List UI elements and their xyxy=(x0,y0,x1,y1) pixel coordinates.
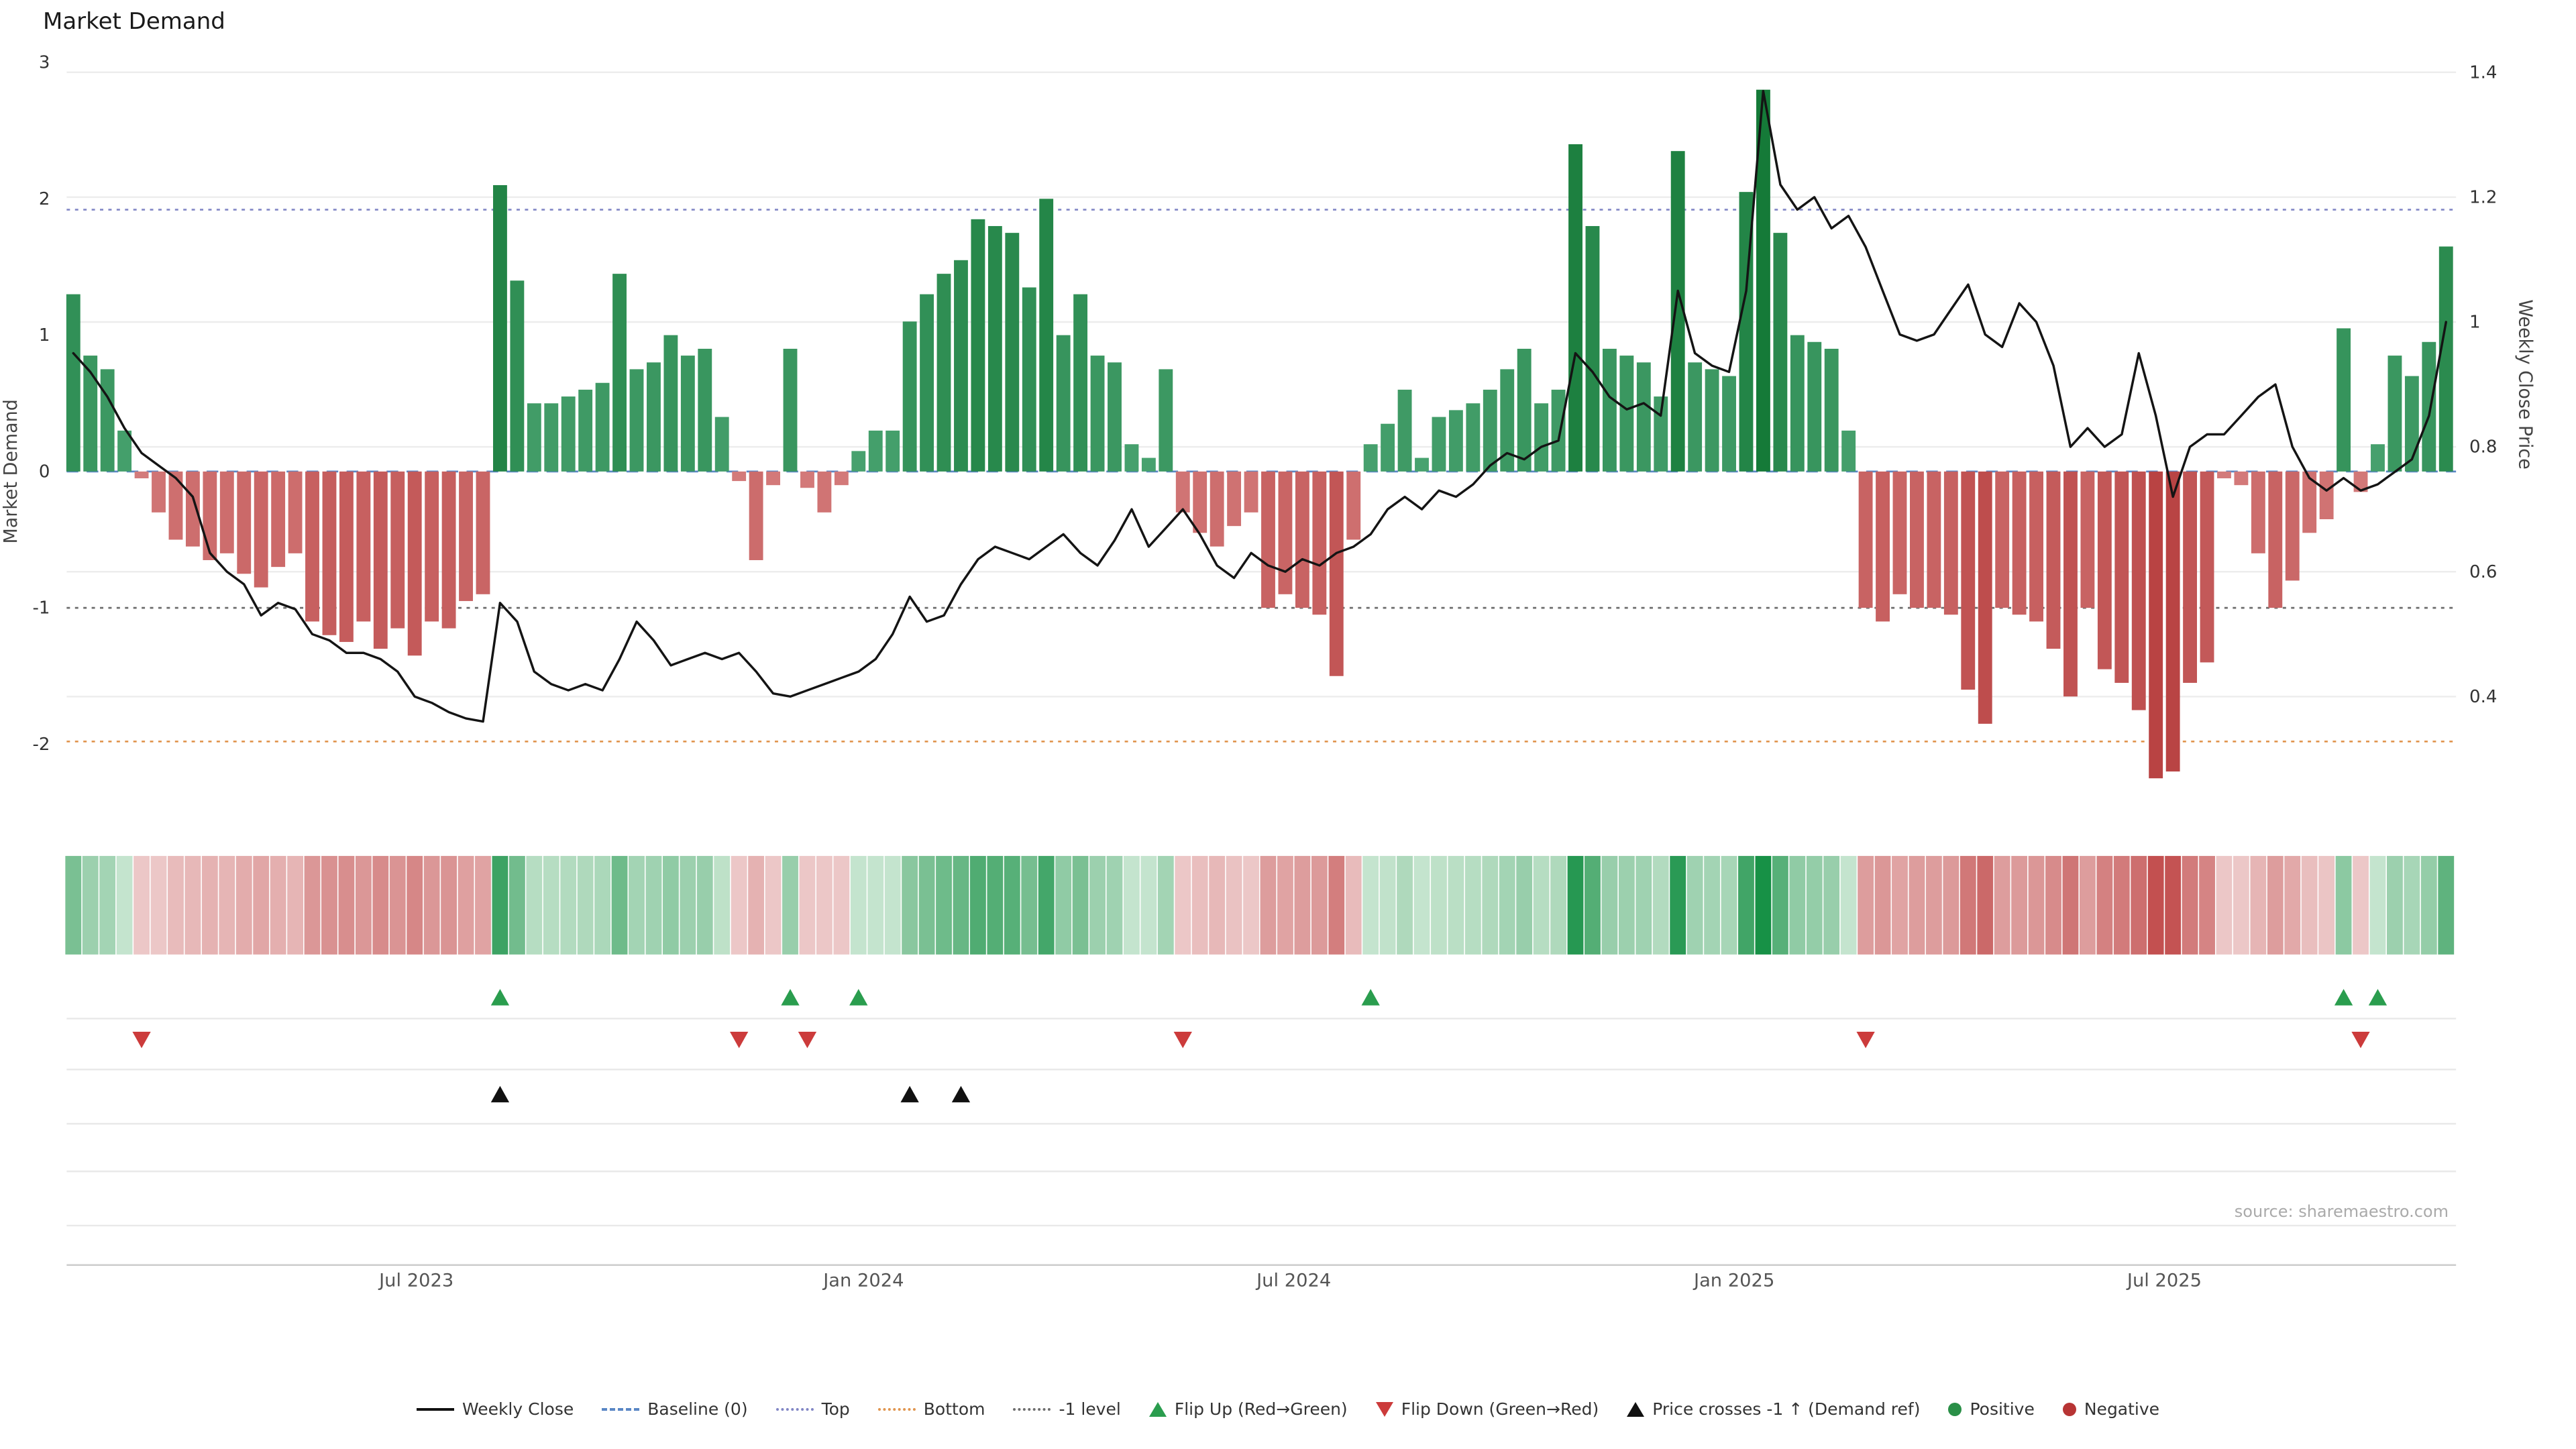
legend-item: -1 level xyxy=(1013,1399,1121,1419)
right-axis-tick: 1 xyxy=(2469,313,2481,333)
legend-swatch-dot-icon xyxy=(1948,1402,1962,1416)
legend-swatch-dotted-icon xyxy=(877,1407,916,1411)
legend-label: Positive xyxy=(1970,1399,2035,1419)
legend-label: Bottom xyxy=(923,1399,985,1419)
legend-item: Positive xyxy=(1948,1399,2035,1419)
demand-bars xyxy=(66,89,2453,779)
legend-swatch-triangle-down-icon xyxy=(1375,1401,1393,1417)
left-axis-tick: -2 xyxy=(33,735,50,755)
right-axis-tick: 1.4 xyxy=(2469,62,2497,83)
legend-item: Weekly Close xyxy=(416,1399,574,1419)
flip-up-markers xyxy=(490,989,2387,1006)
left-axis-tick: -1 xyxy=(33,598,50,619)
legend-label: Top xyxy=(821,1399,850,1419)
legend-swatch-dotted-icon xyxy=(1013,1407,1051,1411)
legend-swatch-triangle-up-icon xyxy=(1148,1401,1167,1417)
x-axis-tick: Jul 2023 xyxy=(378,1271,453,1291)
left-axis-tick: 2 xyxy=(39,189,50,209)
legend-swatch-dot-icon xyxy=(2062,1402,2076,1416)
legend-label: Baseline (0) xyxy=(647,1399,748,1419)
chart-legend: Weekly Close Baseline (0) Top Bottom -1 leve… xyxy=(0,1399,2576,1419)
legend-label: Negative xyxy=(2084,1399,2160,1419)
legend-swatch-triangle-up-icon xyxy=(1627,1401,1645,1417)
legend-label: Flip Up (Red→Green) xyxy=(1174,1399,1348,1419)
legend-label: Price crosses -1 ↑ (Demand ref) xyxy=(1652,1399,1921,1419)
right-axis: 1.4 1.2 1 0.8 0.6 0.4 Weekly Close Price xyxy=(2469,62,2536,706)
legend-item: Flip Down (Green→Red) xyxy=(1375,1399,1599,1419)
weekly-close-line xyxy=(72,89,2447,723)
marker-row-lines xyxy=(66,1018,2457,1266)
legend-item: Negative xyxy=(2062,1399,2160,1419)
heatmap-strip xyxy=(65,855,2455,955)
right-axis-tick: 0.8 xyxy=(2469,437,2497,458)
x-axis-tick: Jan 2024 xyxy=(822,1271,904,1291)
left-axis-tick: 0 xyxy=(39,462,50,482)
legend-swatch-dashed-icon xyxy=(602,1407,640,1411)
legend-label: Flip Down (Green→Red) xyxy=(1401,1399,1599,1419)
legend-item: Top xyxy=(775,1399,850,1419)
source-attribution: source: sharemaestro.com xyxy=(2234,1202,2449,1221)
legend-swatch-line-icon xyxy=(416,1407,454,1411)
right-axis-tick: 0.6 xyxy=(2469,562,2497,582)
right-axis-tick: 1.2 xyxy=(2469,188,2497,208)
legend-item: Bottom xyxy=(877,1399,985,1419)
legend-label: -1 level xyxy=(1059,1399,1121,1419)
chart-title: Market Demand xyxy=(43,8,225,35)
price-cross-markers xyxy=(490,1085,971,1103)
x-axis-tick: Jan 2025 xyxy=(1693,1271,1774,1291)
legend-swatch-dotted-icon xyxy=(775,1407,814,1411)
legend-item: Flip Up (Red→Green) xyxy=(1148,1399,1348,1419)
left-axis-tick: 1 xyxy=(39,325,50,345)
left-axis-label: Market Demand xyxy=(1,399,21,543)
right-axis-tick: 0.4 xyxy=(2469,687,2497,707)
left-axis: 3 2 1 0 -1 -2 Market Demand xyxy=(1,53,50,755)
left-axis-tick: 3 xyxy=(39,53,50,73)
x-axis-tick: Jul 2025 xyxy=(2126,1271,2202,1291)
flip-down-markers xyxy=(132,1031,2370,1049)
x-axis-tick: Jul 2024 xyxy=(1255,1271,1331,1291)
legend-item: Baseline (0) xyxy=(602,1399,748,1419)
legend-item: Price crosses -1 ↑ (Demand ref) xyxy=(1627,1399,1920,1419)
x-axis-labels: Jul 2023 Jan 2024 Jul 2024 Jan 2025 Jul 2025 xyxy=(378,1271,2202,1291)
legend-label: Weekly Close xyxy=(462,1399,574,1419)
right-axis-label: Weekly Close Price xyxy=(2515,299,2536,469)
